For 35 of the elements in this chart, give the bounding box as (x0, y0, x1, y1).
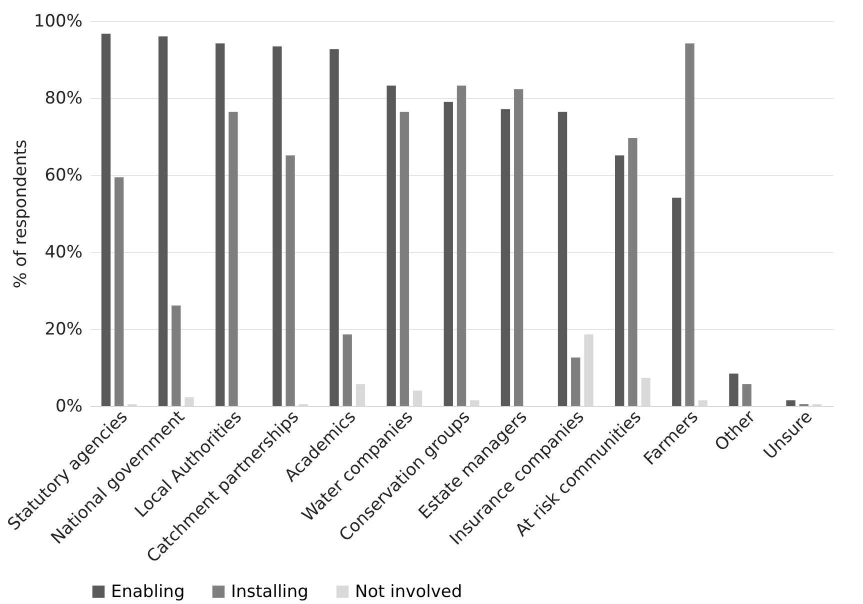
bar (456, 86, 466, 406)
bar (444, 102, 453, 406)
bar (672, 198, 682, 406)
y-tick-label: 40% (44, 242, 82, 262)
bar (158, 36, 168, 406)
bar (101, 34, 111, 406)
y-axis-title: % of respondents (10, 139, 31, 288)
bar (742, 384, 752, 406)
bar (571, 357, 580, 406)
y-tick-label: 80% (44, 88, 82, 108)
bar (172, 306, 181, 406)
bar (514, 89, 524, 406)
legend-label: Enabling (111, 582, 185, 602)
bar (786, 400, 796, 406)
bar (228, 112, 238, 406)
bar (685, 43, 694, 406)
y-tick-label: 100% (34, 12, 82, 32)
bar (615, 155, 624, 406)
y-tick-label: 0% (56, 396, 82, 416)
bar (272, 46, 282, 406)
bar (216, 43, 225, 406)
bar (330, 49, 339, 406)
y-tick-label: 20% (44, 320, 82, 340)
bar (729, 374, 738, 406)
bar (500, 109, 510, 406)
legend-label: Not involved (355, 582, 462, 602)
bar (558, 112, 568, 406)
bar (400, 112, 410, 406)
legend-label: Installing (231, 582, 308, 602)
y-tick-label: 60% (44, 166, 82, 186)
bar (286, 155, 295, 406)
bar (386, 86, 396, 406)
bar (628, 138, 638, 406)
bar (114, 177, 124, 406)
bar (342, 334, 352, 406)
